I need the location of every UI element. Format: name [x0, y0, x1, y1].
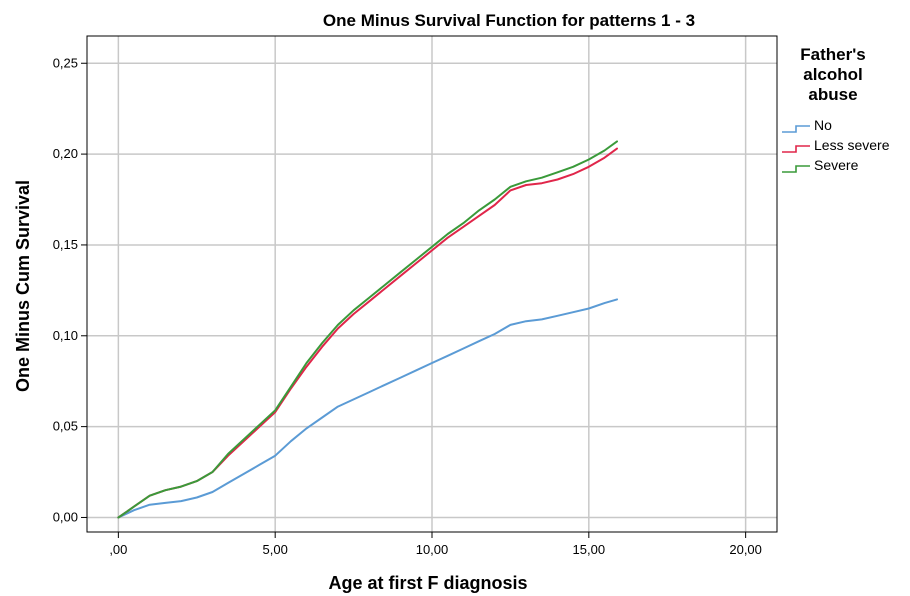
x-tick-label: 10,00 [416, 542, 449, 557]
legend: Father's alcohol abuse No Less severe Seve… [782, 45, 890, 173]
x-axis-title: Age at first F diagnosis [328, 573, 527, 593]
y-tick-label: 0,25 [53, 55, 78, 70]
x-tick-label: ,00 [109, 542, 127, 557]
x-tick-label: 5,00 [263, 542, 288, 557]
grid [87, 36, 777, 532]
legend-label-no: No [814, 117, 832, 133]
series-lines [117, 140, 618, 519]
legend-swatch-no [782, 125, 810, 133]
series-line-severe [117, 140, 618, 519]
legend-label-less-severe: Less severe [814, 137, 890, 153]
chart-title: One Minus Survival Function for patterns… [323, 11, 695, 30]
y-tick-label: 0,20 [53, 146, 78, 161]
x-tick-label: 15,00 [573, 542, 606, 557]
y-tick-label: 0,05 [53, 419, 78, 434]
legend-swatch-less-severe [782, 145, 810, 153]
axis-ticks: ,00 5,00 10,00 15,00 20,00 0,00 0,05 0,10 0,15 0,… [53, 55, 762, 557]
legend-entries: No Less severe Severe [782, 117, 890, 173]
y-axis-title: One Minus Cum Survival [13, 180, 33, 392]
y-tick-label: 0,15 [53, 237, 78, 252]
legend-title-line-1: Father's [800, 45, 865, 64]
legend-title-line-3: abuse [808, 85, 857, 104]
legend-swatch-severe [782, 165, 810, 173]
x-tick-label: 20,00 [729, 542, 762, 557]
y-tick-label: 0,10 [53, 328, 78, 343]
series-line-no [117, 298, 618, 519]
legend-title-line-2: alcohol [803, 65, 863, 84]
y-tick-label: 0,00 [53, 509, 78, 524]
legend-label-severe: Severe [814, 157, 859, 173]
